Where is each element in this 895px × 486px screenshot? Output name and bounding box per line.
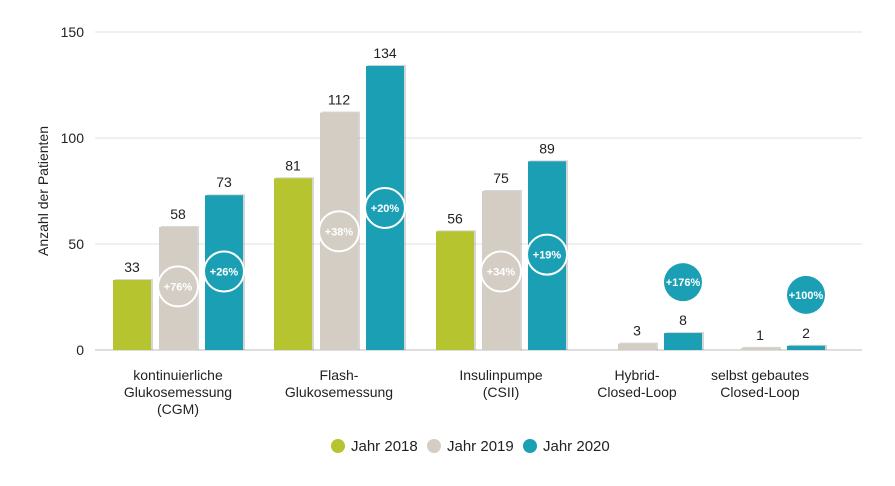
y-tick-label: 0	[76, 342, 84, 358]
x-tick-label: Glukosemessung	[285, 384, 393, 400]
bar	[436, 231, 474, 350]
bar	[741, 347, 779, 350]
growth-badge	[157, 265, 199, 308]
x-tick-label: (CSII)	[483, 384, 520, 400]
growth-badge-label: +38%	[325, 226, 354, 238]
x-tick-label: Closed-Loop	[597, 384, 677, 400]
bar	[274, 178, 312, 350]
legend-label: Jahr 2020	[543, 438, 610, 455]
legend-marker	[427, 439, 441, 453]
bar	[664, 333, 702, 350]
x-tick-label: kontinuierliche	[133, 367, 223, 383]
x-tick-label: Insulinpumpe	[459, 367, 542, 383]
growth-badge-label: +176%	[666, 277, 701, 289]
data-label: 1	[756, 327, 764, 343]
growth-badge-label: +100%	[789, 290, 824, 302]
bar	[787, 345, 825, 350]
y-axis-label: Anzahl der Patienten	[35, 126, 51, 256]
growth-badge-label: +26%	[210, 267, 239, 279]
data-label: 81	[285, 157, 301, 173]
x-tick-label: Glukosemessung	[124, 384, 232, 400]
growth-badge	[787, 275, 825, 314]
data-label: 56	[447, 210, 463, 226]
data-label: 89	[539, 140, 555, 156]
legend-marker	[523, 439, 537, 453]
bar	[113, 280, 151, 350]
legend-label: Jahr 2019	[447, 438, 514, 455]
x-tick-label: Hybrid-	[614, 367, 659, 383]
data-label: 58	[170, 206, 186, 222]
y-tick-label: 150	[61, 24, 85, 40]
x-tick-label: Closed-Loop	[720, 384, 800, 400]
growth-badge	[203, 250, 245, 293]
growth-badge-label: +34%	[487, 267, 516, 279]
x-tick-label: Flash-	[320, 367, 359, 383]
x-tick-label: selbst gebautes	[711, 367, 809, 383]
growth-badge-label: +76%	[164, 281, 193, 293]
growth-badge	[480, 250, 522, 293]
bar	[618, 343, 656, 350]
data-label: 33	[124, 259, 140, 275]
data-label: 75	[493, 170, 509, 186]
x-tick-label: (CGM)	[157, 401, 199, 417]
growth-badge-label: +20%	[371, 203, 400, 215]
y-tick-label: 50	[68, 236, 84, 252]
growth-badge	[664, 263, 702, 302]
growth-badge	[364, 186, 406, 229]
y-tick-label: 100	[61, 130, 85, 146]
growth-badge	[318, 210, 360, 253]
legend-label: Jahr 2018	[351, 438, 418, 455]
data-label: 112	[328, 92, 351, 108]
data-label: 8	[679, 312, 687, 328]
data-label: 134	[373, 45, 397, 61]
data-label: 2	[802, 325, 810, 341]
growth-badge-label: +19%	[533, 250, 562, 262]
growth-badge	[526, 233, 568, 276]
legend-marker	[331, 439, 345, 453]
data-label: 3	[633, 323, 641, 339]
data-label: 73	[216, 174, 232, 190]
